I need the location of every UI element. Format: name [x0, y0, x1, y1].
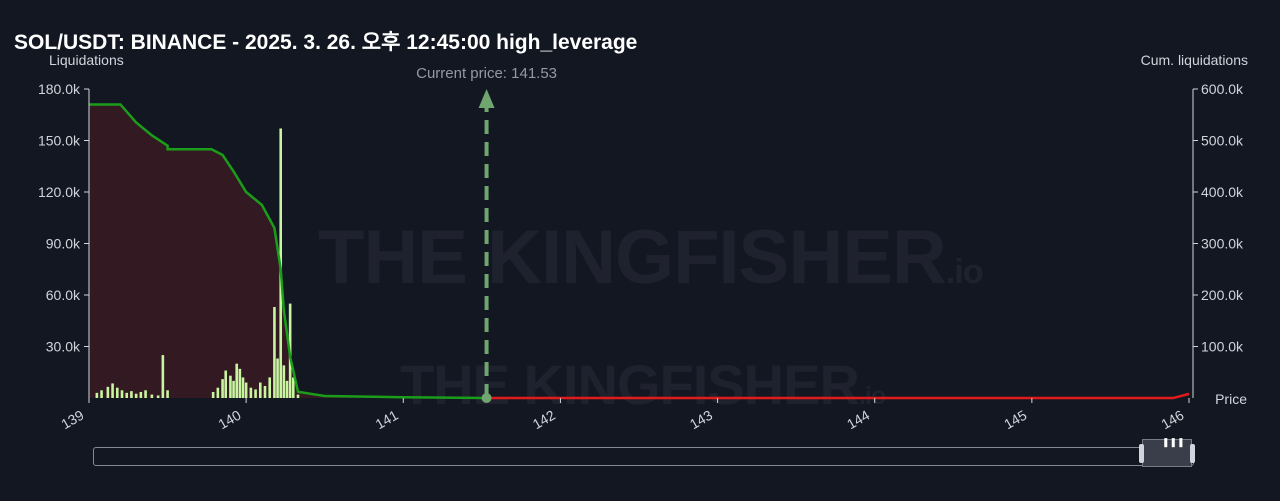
- right-tick-label-4: 500.0k: [1201, 133, 1244, 149]
- short-liquidation-line: [486, 392, 1190, 400]
- bar-37: [296, 394, 300, 398]
- current-price-dot: [481, 393, 492, 403]
- bar-20: [232, 380, 235, 398]
- x-tick-label-6: 145: [1001, 407, 1029, 433]
- bar-24: [244, 382, 248, 398]
- bar-25: [249, 387, 253, 398]
- bar-21: [235, 363, 239, 398]
- bar-10: [144, 390, 147, 398]
- bar-0: [95, 392, 99, 398]
- bar-7: [130, 391, 133, 398]
- bar-9: [139, 391, 143, 398]
- bar-19: [229, 375, 232, 398]
- bar-18: [224, 370, 228, 398]
- cumulative-fill-layer: [89, 104, 487, 398]
- left-tick-label-3: 120.0k: [38, 184, 81, 200]
- left-tick-label-2: 90.0k: [46, 236, 81, 252]
- cumulative-line: [89, 103, 487, 400]
- bar-15: [211, 391, 215, 398]
- bar-27: [258, 382, 262, 398]
- x-tick-label-7: 146: [1158, 407, 1186, 433]
- x-tick-label-4: 143: [687, 407, 715, 433]
- x-tick-label-3: 142: [530, 407, 558, 433]
- bar-6: [125, 392, 129, 398]
- bar-28: [263, 385, 267, 398]
- grip-marks-icon: ❚❚❚: [1162, 437, 1185, 447]
- bar-36: [291, 377, 295, 398]
- bar-3: [111, 383, 114, 398]
- bar-33: [282, 365, 286, 398]
- bar-29: [268, 377, 272, 398]
- bar-8: [134, 393, 138, 398]
- bar-34: [285, 380, 289, 398]
- left-axis-label: Liquidations: [49, 52, 124, 68]
- bar-26: [254, 389, 257, 398]
- bar-13: [161, 355, 165, 398]
- left-tick-label-5: 180.0k: [38, 81, 81, 97]
- left-tick-label-0: 30.0k: [46, 339, 81, 355]
- current-price-arrow-icon: [478, 89, 495, 108]
- range-scrollbar[interactable]: [93, 447, 1194, 466]
- bar-1: [100, 390, 103, 398]
- x-tick-label-5: 144: [844, 407, 872, 433]
- right-tick-label-2: 300.0k: [1201, 236, 1244, 252]
- x-tick-label-1: 140: [215, 407, 243, 433]
- right-tick-label-0: 100.0k: [1201, 339, 1244, 355]
- bar-4: [115, 387, 119, 398]
- x-axis-label: Price: [1215, 391, 1247, 407]
- range-handle-right[interactable]: [1190, 444, 1195, 463]
- x-tick-label-0: 139: [58, 407, 86, 433]
- x-tick-label-2: 141: [373, 407, 401, 433]
- right-axis-label: Cum. liquidations: [1140, 52, 1248, 68]
- left-tick-label-1: 60.0k: [46, 287, 81, 303]
- bar-12: [156, 395, 160, 398]
- bar-14: [166, 390, 169, 398]
- right-tick-label-5: 600.0k: [1201, 81, 1244, 97]
- range-handle-left[interactable]: [1139, 444, 1144, 463]
- bar-11: [150, 394, 154, 398]
- right-tick-label-3: 400.0k: [1201, 184, 1244, 200]
- cumulative-fill: [89, 104, 487, 398]
- bar-22: [238, 368, 242, 398]
- right-tick-label-1: 200.0k: [1201, 287, 1244, 303]
- bar-31: [276, 358, 279, 398]
- bar-16: [216, 387, 220, 398]
- left-tick-label-4: 150.0k: [38, 133, 81, 149]
- current-price-label: Current price: 141.53: [416, 65, 557, 82]
- chart-title: SOL/USDT: BINANCE - 2025. 3. 26. 오후 12:4…: [14, 31, 638, 54]
- bar-5: [120, 390, 124, 398]
- bar-30: [273, 307, 276, 398]
- current-price-marker: Current price: 141.53: [416, 65, 557, 403]
- series-lines: [89, 103, 1190, 400]
- bar-23: [241, 377, 245, 398]
- bar-17: [221, 379, 224, 398]
- bar-2: [106, 386, 110, 398]
